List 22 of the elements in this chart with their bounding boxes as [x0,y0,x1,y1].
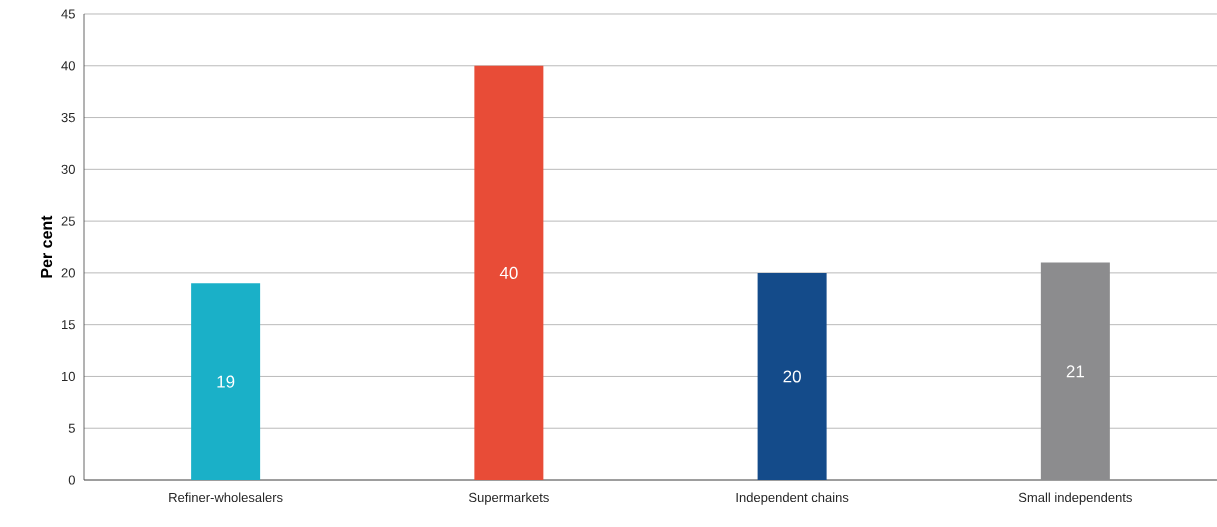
y-axis-title: Per cent [40,215,53,278]
y-tick-label: 15 [61,320,75,330]
data-label: 40 [499,266,518,279]
y-tick-label: 10 [61,371,75,382]
y-tick-label: 45 [61,9,75,19]
x-tick-label: Small independents [1018,492,1132,505]
data-label: 21 [1066,365,1084,378]
y-tick-label: 35 [61,112,75,123]
x-tick-label: Supermarkets [469,492,549,505]
x-tick-label: Refiner-wholesalers [169,492,283,503]
y-tick-label: 40 [61,61,75,71]
y-tick-label: 0 [68,475,75,485]
y-tick-label: 5 [68,423,75,433]
y-tick-label: 20 [61,268,75,278]
bar [191,283,261,480]
data-label: 19 [217,375,235,388]
data-label: 20 [783,370,801,383]
y-tick-label: 25 [61,216,75,226]
bar [474,65,544,480]
y-tick-label: 30 [61,164,75,174]
bar [757,272,827,480]
x-tick-label: Independent chains [736,492,849,505]
